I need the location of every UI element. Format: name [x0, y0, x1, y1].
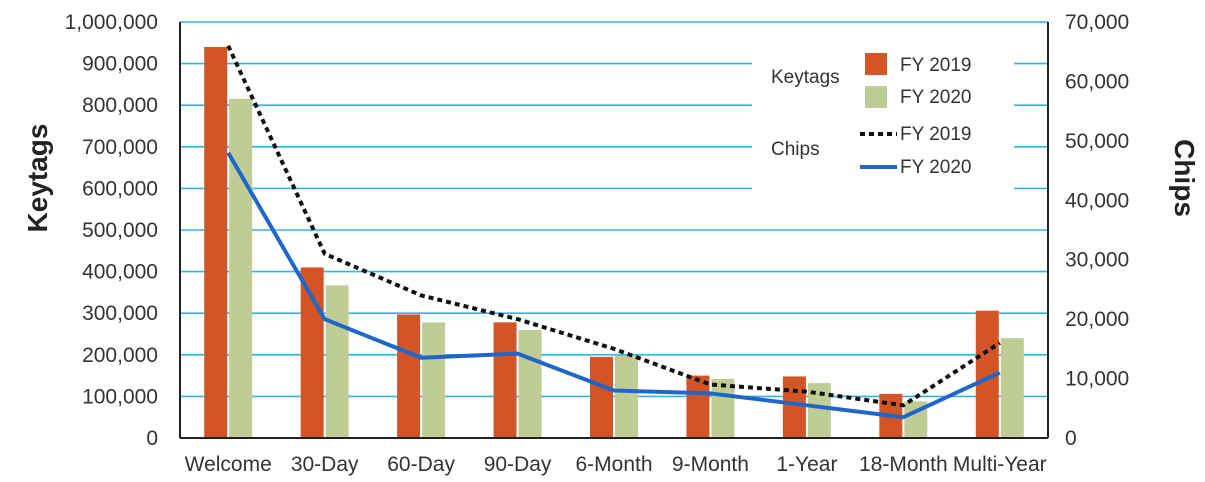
bar-fy2019 — [493, 322, 517, 438]
bar-fy2020 — [518, 329, 542, 438]
legend-chips-label: Chips — [771, 139, 820, 160]
category-tick-label: 60-Day — [387, 453, 455, 476]
line-fy2019-dotted — [226, 44, 1001, 408]
bar-fy2019 — [590, 356, 613, 438]
legend-keytags-label: Keytags — [771, 67, 840, 88]
right-axis-title: Chips — [1169, 139, 1200, 217]
left-tick-label: 900,000 — [82, 53, 158, 76]
legend-swatch-fy2020-bar — [865, 86, 887, 108]
legend-fy2019-bar-label: FY 2019 — [900, 55, 971, 76]
bar-fy2020 — [325, 285, 349, 438]
right-tick-label: 30,000 — [1065, 249, 1129, 272]
bar-fy2020 — [1000, 338, 1024, 438]
legend-fy2020-line-label: FY 2020 — [900, 157, 971, 178]
right-tick-label: 40,000 — [1065, 189, 1129, 212]
axes — [179, 22, 1049, 439]
category-tick-label: 18-Month — [859, 453, 948, 476]
left-tick-label: 700,000 — [82, 136, 158, 159]
left-tick-label: 200,000 — [82, 344, 158, 367]
right-tick-label: 60,000 — [1065, 70, 1129, 93]
right-tick-label: 0 — [1065, 427, 1077, 450]
category-tick-label: 1-Year — [776, 453, 837, 476]
right-axis-ticks: 0 10,000 20,000 30,000 40,000 50,000 60,000 70,… — [1065, 11, 1129, 450]
bar-fy2019 — [975, 310, 999, 438]
left-tick-label: 500,000 — [82, 219, 158, 242]
left-tick-label: 800,000 — [82, 94, 158, 117]
left-tick-label: 0 — [146, 427, 158, 450]
right-tick-label: 70,000 — [1065, 11, 1129, 34]
left-tick-label: 1,000,000 — [65, 11, 158, 34]
left-tick-label: 100,000 — [82, 385, 158, 408]
left-tick-label: 400,000 — [82, 261, 158, 284]
left-axis-title: Keytags — [22, 124, 53, 233]
bar-fy2019 — [397, 314, 421, 438]
category-tick-label: 30-Day — [291, 453, 359, 476]
category-axis-ticks: Welcome 30-Day 60-Day 90-Day 6-Month 9-Month 1… — [185, 453, 1047, 476]
legend-swatch-fy2019-bar — [865, 53, 887, 75]
right-tick-label: 10,000 — [1065, 368, 1129, 391]
line-fy2020-solid — [226, 151, 1001, 420]
category-tick-label: Multi-Year — [953, 453, 1047, 476]
bar-fy2020 — [229, 98, 253, 439]
bar-fy2019 — [300, 267, 324, 438]
legend-fy2020-bar-label: FY 2020 — [900, 87, 971, 108]
legend: Keytags FY 2019 FY 2020 Chips FY 2019 FY… — [752, 40, 1014, 190]
gridlines — [180, 21, 1048, 398]
left-tick-label: 300,000 — [82, 302, 158, 325]
left-tick-label: 600,000 — [82, 177, 158, 200]
bar-fy2020 — [615, 355, 638, 438]
right-tick-label: 50,000 — [1065, 130, 1129, 153]
category-tick-label: 9-Month — [672, 453, 749, 476]
bar-fy2020 — [422, 322, 446, 438]
bar-fy2020 — [807, 383, 831, 438]
category-tick-label: 90-Day — [484, 453, 552, 476]
category-tick-label: 6-Month — [575, 453, 652, 476]
left-axis-ticks: 0 100,000 200,000 300,000 400,000 500,000 600,… — [65, 11, 158, 450]
category-tick-label: Welcome — [185, 453, 272, 476]
bar-fy2019 — [782, 376, 806, 438]
legend-fy2019-line-label: FY 2019 — [900, 124, 971, 145]
right-tick-label: 20,000 — [1065, 308, 1129, 331]
lines — [226, 44, 1001, 420]
bar-fy2019 — [204, 46, 228, 439]
